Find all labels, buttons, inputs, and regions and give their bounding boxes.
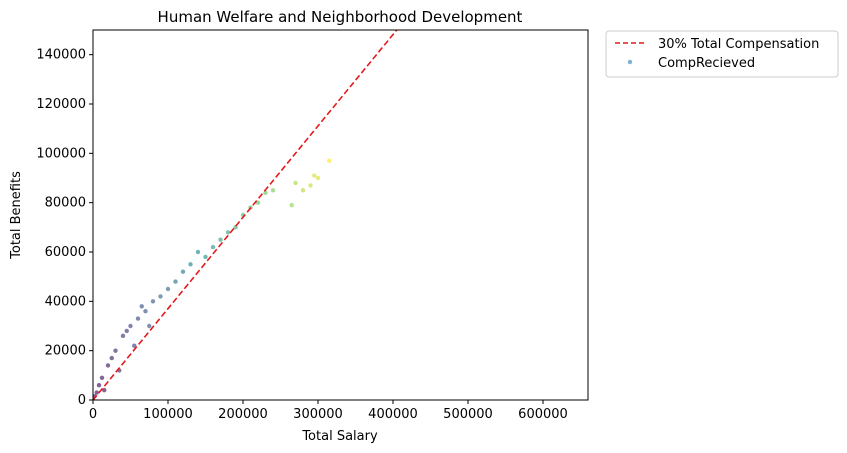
scatter-point: [147, 323, 152, 329]
scatter-point: [293, 180, 298, 186]
x-tick-label: 500000: [443, 407, 493, 422]
scatter-point: [135, 316, 141, 321]
y-tick-label: 0: [78, 393, 86, 408]
scatter-point: [165, 286, 171, 292]
legend-label-scatter: CompRecieved: [658, 56, 755, 71]
scatter-point: [150, 299, 156, 304]
y-tick-label: 80000: [45, 196, 86, 211]
scatter-point: [180, 269, 186, 274]
scatter-point: [225, 230, 231, 235]
scatter-point: [132, 343, 137, 348]
scatter-point: [327, 158, 332, 163]
y-tick-label: 120000: [36, 97, 86, 112]
legend: 30% Total Compensation CompRecieved: [605, 30, 839, 78]
scatter-point: [312, 173, 317, 178]
scatter-point: [128, 323, 133, 329]
x-axis-label: Total Salary: [301, 429, 378, 444]
scatter-point: [263, 190, 268, 195]
chart-title: Human Welfare and Neighborhood Developme…: [158, 8, 523, 26]
scatter-point: [105, 363, 111, 368]
y-tick-label: 20000: [45, 344, 86, 359]
plot-frame: [92, 29, 589, 401]
scatter-points: [93, 158, 332, 400]
y-axis-label: Total Benefits: [9, 171, 24, 260]
scatter-point: [173, 279, 178, 284]
scatter-point: [94, 390, 99, 395]
scatter-point: [143, 309, 148, 314]
scatter-point: [195, 249, 201, 255]
scatter-point: [188, 262, 193, 267]
scatter-point: [120, 333, 126, 339]
legend-label-line: 30% Total Compensation: [658, 37, 819, 52]
reference-line-path: [93, 30, 398, 400]
scatter-point: [99, 375, 105, 380]
scatter-point: [218, 237, 223, 242]
scatter-point: [113, 348, 118, 353]
y-tick-label: 140000: [36, 48, 86, 63]
scatter-point: [308, 183, 313, 188]
scatter-point: [102, 387, 107, 393]
y-tick-label: 40000: [45, 294, 86, 309]
scatter-point: [289, 202, 294, 208]
scatter-point: [203, 254, 208, 260]
y-tick-label: 100000: [36, 146, 86, 161]
scatter-point: [109, 355, 114, 361]
legend-swatch-scatter: [627, 59, 633, 65]
x-tick-label: 200000: [218, 407, 268, 422]
x-tick-label: 0: [89, 407, 97, 422]
scatter-point: [139, 304, 144, 309]
y-axis: 0 20000 40000 60000 80000 100000 120000 140000: [36, 48, 93, 408]
x-tick-label: 600000: [518, 407, 568, 422]
reference-line: [93, 30, 398, 400]
scatter-point: [315, 175, 321, 181]
x-axis: 0 100000 200000 300000 400000 500000 600000: [89, 400, 568, 422]
scatter-point: [300, 188, 306, 193]
plot-area: [93, 30, 588, 400]
scatter-point: [124, 328, 129, 334]
x-tick-label: 400000: [368, 407, 418, 422]
x-tick-label: 300000: [293, 407, 343, 422]
scatter-point: [96, 383, 102, 388]
scatter-point: [210, 244, 216, 250]
scatter-point: [158, 294, 163, 299]
scatter-point: [270, 188, 276, 193]
y-tick-label: 60000: [45, 245, 86, 260]
x-tick-label: 100000: [143, 407, 193, 422]
legend-box: [605, 30, 839, 78]
